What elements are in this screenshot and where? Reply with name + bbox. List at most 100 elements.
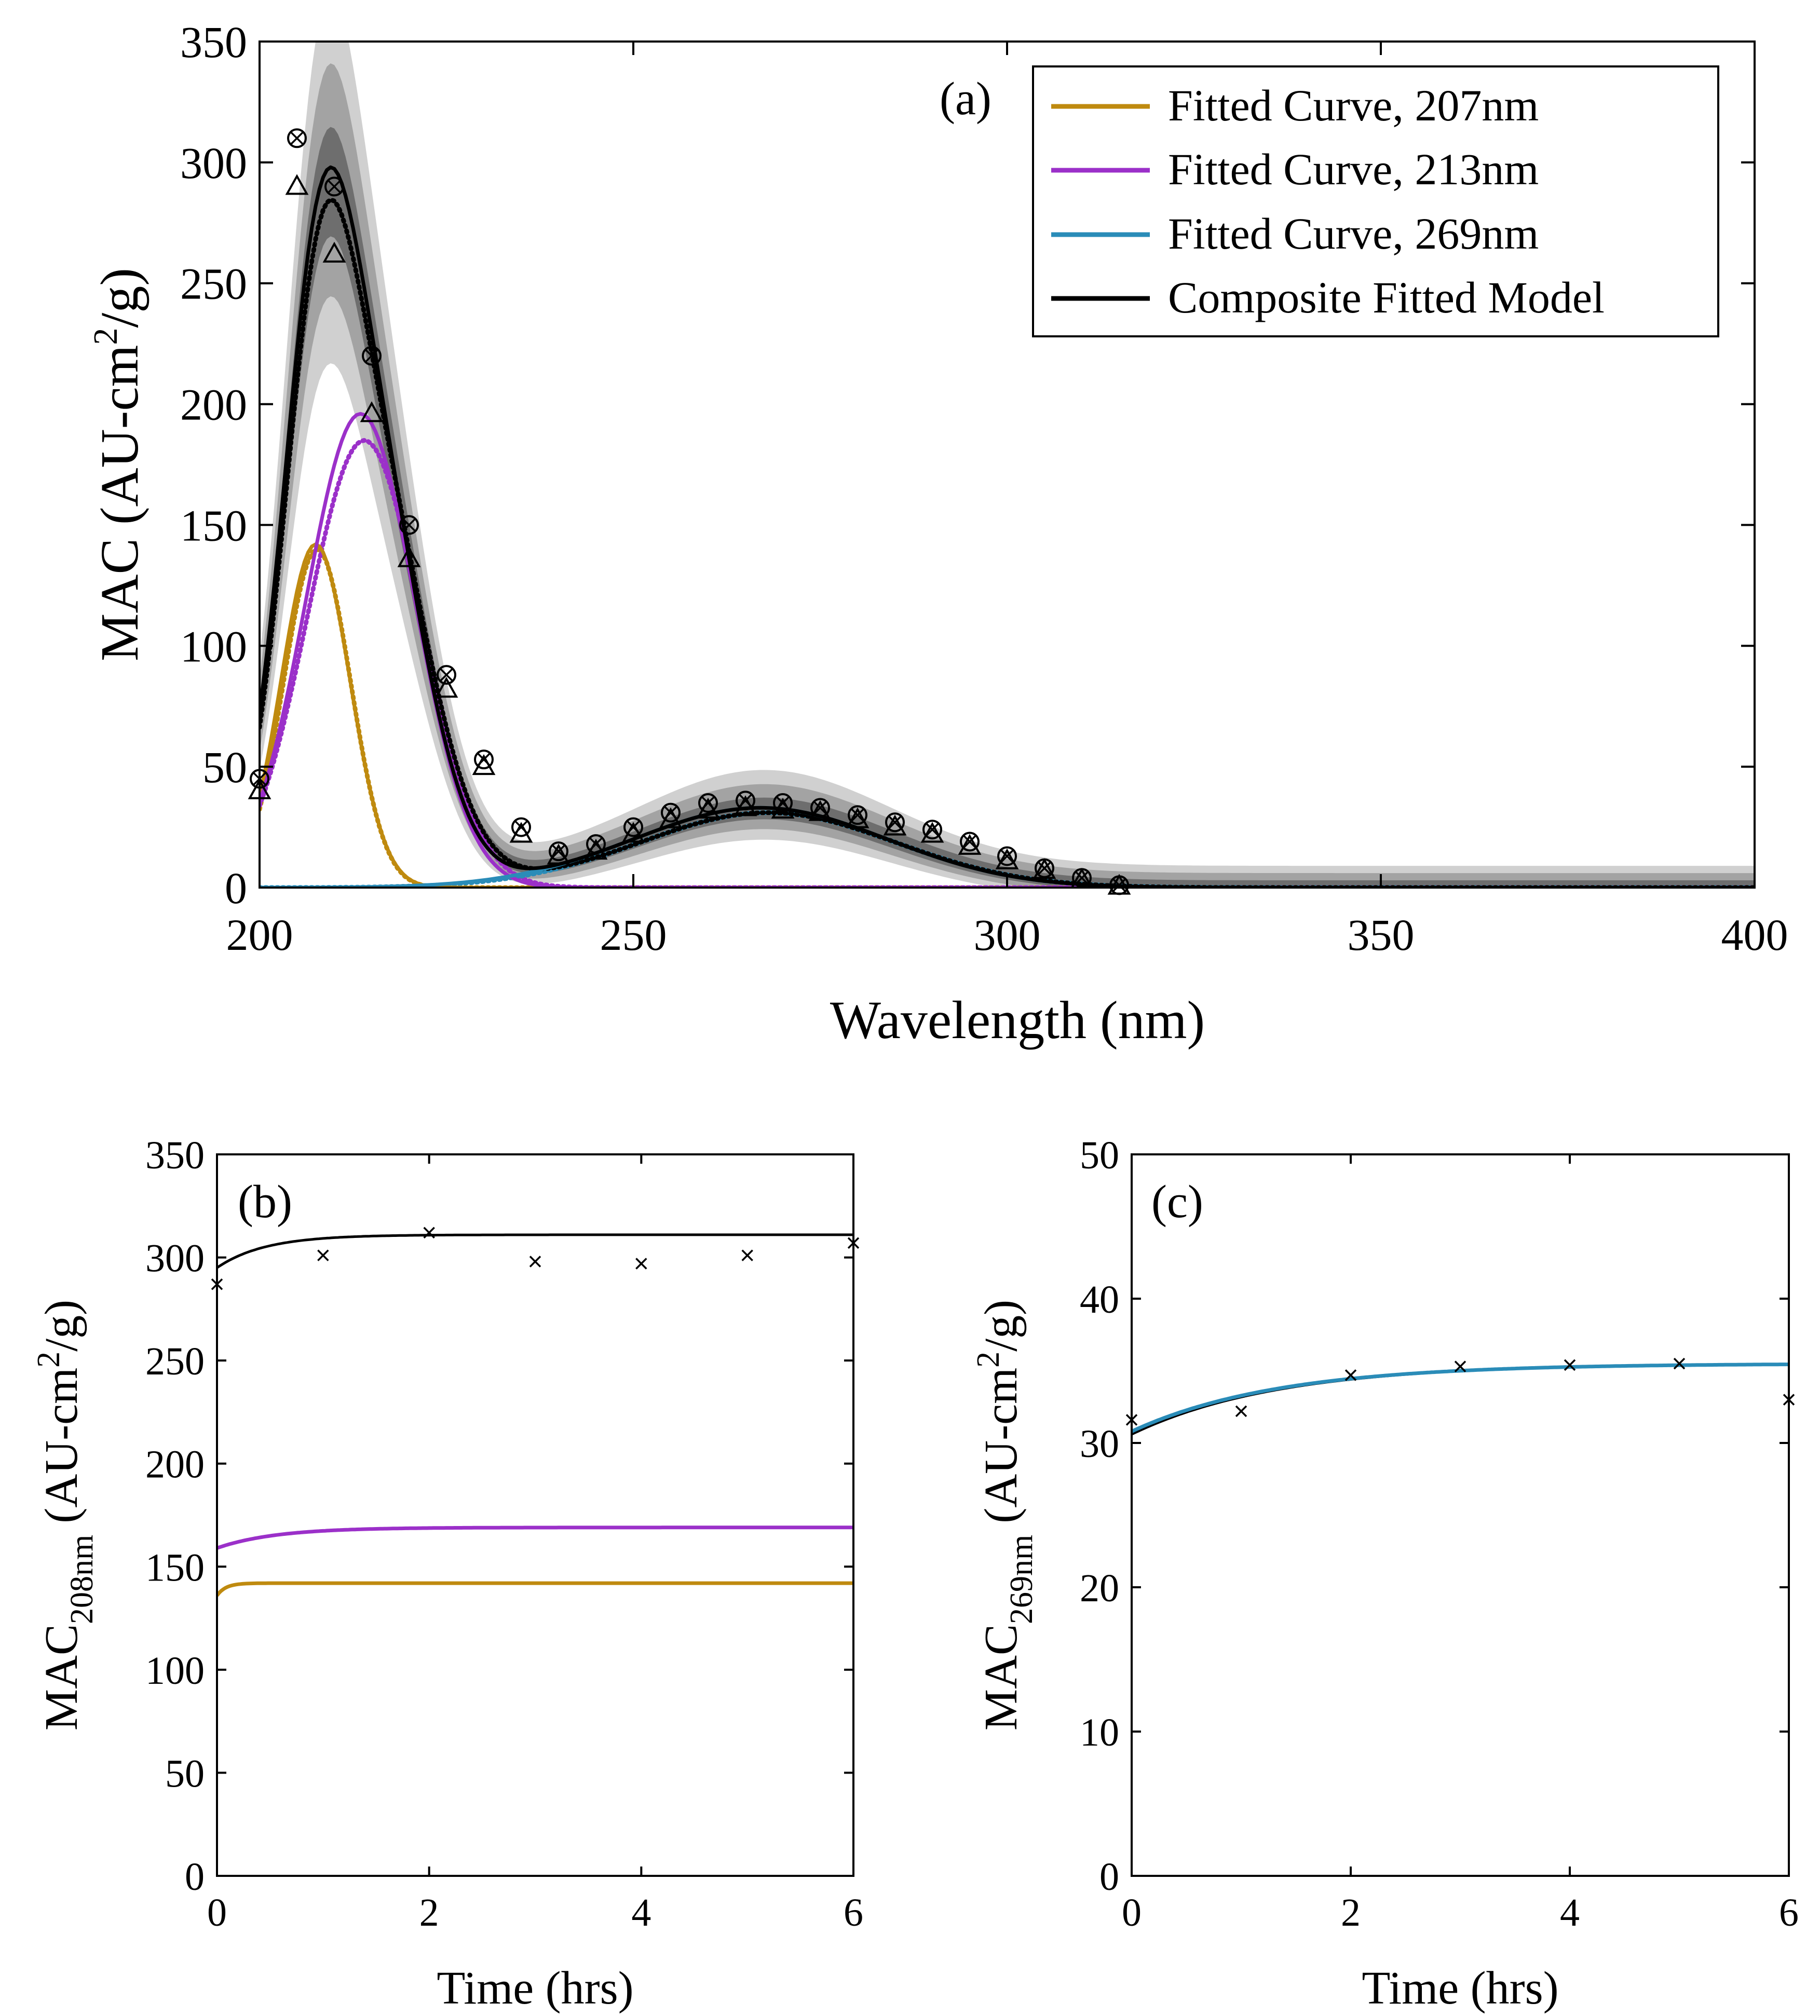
x-tick-label: 4	[631, 1891, 651, 1935]
panel-c-label: (c)	[1151, 1176, 1203, 1228]
triangle-marker	[285, 174, 309, 195]
circle-marker	[960, 832, 980, 852]
y-tick-label: 200	[180, 380, 247, 430]
x-tick-label: 250	[600, 910, 667, 960]
panel-c-ylabel-end: /g)	[975, 1300, 1027, 1352]
x-marker	[635, 1258, 647, 1270]
panel-b-curves	[217, 1233, 853, 1597]
circle-marker	[997, 846, 1017, 866]
x-marker	[741, 1249, 753, 1261]
panel-c-ticks: 0 2 4 6 0 10 20 30 40 50	[1080, 1134, 1799, 1935]
y-tick-label: 50	[1080, 1134, 1119, 1177]
circle-marker	[399, 515, 419, 535]
x-marker	[1038, 862, 1051, 875]
y-tick-label: 0	[185, 1855, 205, 1899]
panel-a-ylabel-sup: 2	[87, 328, 125, 345]
legend-label-composite: Composite Fitted Model	[1168, 273, 1605, 322]
triangle-marker	[958, 834, 982, 855]
series-line-composite	[217, 1233, 853, 1269]
triangle-marker	[621, 822, 645, 843]
panel-b-ylabel-end: /g)	[36, 1300, 87, 1352]
circle-marker	[736, 791, 755, 811]
panel-a-ylabel-main: MAC (AU-cm	[90, 345, 150, 661]
circle-marker	[773, 793, 793, 813]
panel-c-chart: 0 2 4 6 0 10 20 30 40 50 (c) Time (hrs) MAC269nm (…	[971, 1134, 1799, 2014]
x-tick-label: 0	[207, 1891, 227, 1935]
triangle-marker	[696, 797, 720, 819]
y-tick-label: 50	[202, 742, 247, 792]
circle-marker	[437, 665, 456, 685]
y-tick-label: 100	[145, 1649, 205, 1693]
panel-c-axes-box	[1131, 1153, 1790, 1877]
triangle-marker	[920, 822, 944, 843]
panel-a-x-axis-label: Wavelength (nm)	[830, 990, 1205, 1050]
panel-b-ylabel-unit: (AU-cm	[36, 1368, 87, 1523]
y-tick-label: 30	[1080, 1422, 1119, 1466]
panel-a-label: (a)	[940, 73, 992, 125]
circle-marker	[474, 750, 494, 770]
circle-marker	[362, 346, 382, 366]
x-marker	[423, 1227, 435, 1239]
legend-label-207nm: Fitted Curve, 207nm	[1168, 80, 1539, 130]
circle-marker	[324, 176, 344, 197]
x-marker	[851, 809, 864, 822]
y-tick-label: 0	[1099, 1855, 1119, 1899]
triangle-marker	[472, 754, 496, 775]
triangle-marker	[734, 795, 757, 816]
x-marker	[290, 132, 304, 145]
legend-label-269nm: Fitted Curve, 269nm	[1168, 209, 1539, 258]
series-line-207nm	[217, 1581, 853, 1597]
x-tick-label: 0	[1122, 1891, 1142, 1935]
x-marker	[963, 835, 976, 848]
y-tick-label: 10	[1080, 1711, 1119, 1754]
panel-c-ylabel-unit: (AU-cm	[975, 1368, 1027, 1523]
x-tick-label: 4	[1560, 1891, 1580, 1935]
panel-b-ylabel-sub: 208nm	[64, 1535, 100, 1624]
x-marker	[552, 844, 565, 858]
circle-marker	[661, 802, 681, 823]
y-tick-label: 50	[165, 1752, 205, 1795]
panel-a-chart: 200 250 300 350 400 0 50 100 150 200 250 300 350 (a)…	[87, 17, 1788, 1050]
x-marker	[1075, 871, 1089, 884]
panel-c-ylabel-sup: 2	[971, 1352, 1006, 1368]
panel-c-curves	[1132, 1363, 1789, 1436]
triangle-marker	[771, 797, 795, 819]
series-line-269nm	[1132, 1363, 1789, 1433]
circle-marker	[848, 805, 867, 825]
triangle-marker	[397, 546, 421, 567]
x-marker	[1454, 1360, 1466, 1372]
dotted-fit-213nm	[260, 438, 1755, 888]
panel-b-label: (b)	[238, 1176, 292, 1228]
x-tick-label: 2	[1341, 1891, 1361, 1935]
circle-marker	[810, 798, 830, 818]
triangle-marker	[808, 800, 832, 821]
x-marker	[317, 1249, 329, 1261]
x-tick-label: 2	[419, 1891, 439, 1935]
data-markers	[248, 128, 1131, 895]
x-tick-label: 300	[974, 910, 1041, 960]
x-tick-label: 6	[1779, 1891, 1799, 1935]
y-tick-label: 350	[180, 17, 247, 67]
panel-c-ylabel-sub: 269nm	[1004, 1535, 1039, 1624]
panel-b-ticks: 0 2 4 6 0 50 100 150 200 250 300 350	[145, 1134, 863, 1935]
triangle-marker	[509, 822, 533, 843]
x-marker	[402, 519, 416, 532]
x-marker	[813, 801, 827, 814]
y-tick-label: 200	[145, 1443, 205, 1487]
circle-marker	[549, 841, 568, 862]
y-tick-label: 300	[145, 1237, 205, 1281]
panel-b-x-axis-label: Time (hrs)	[437, 1963, 633, 2014]
x-marker	[1344, 1369, 1357, 1381]
triangle-marker	[547, 843, 571, 865]
panel-b-ylabel-main: MAC	[36, 1624, 87, 1731]
x-marker	[1235, 1405, 1247, 1418]
panel-b-chart: 0 2 4 6 0 50 100 150 200 250 300 350 (b) Time (hrs)…	[31, 1134, 863, 2014]
x-marker	[1000, 850, 1014, 863]
y-tick-label: 250	[180, 259, 247, 309]
panel-b-markers	[211, 1227, 860, 1290]
y-tick-label: 20	[1080, 1567, 1119, 1610]
triangle-marker	[846, 807, 870, 828]
circle-marker	[922, 820, 942, 840]
panel-c-ylabel-main: MAC	[975, 1624, 1027, 1731]
triangle-marker	[434, 677, 458, 698]
